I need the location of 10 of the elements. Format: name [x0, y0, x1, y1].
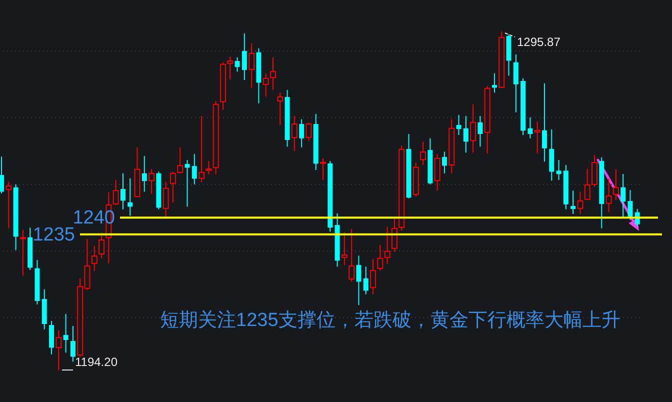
candlestick — [198, 116, 205, 182]
annotation: 1295.87 — [517, 35, 560, 49]
annotation: 1194.20 — [75, 355, 118, 369]
ref-line-label: 1235 — [32, 224, 75, 246]
candlestick — [320, 158, 326, 180]
annotation: 短期关注1235支撑位，若跌破，黄金下行概率大幅上升 — [160, 309, 620, 333]
candlestick — [20, 230, 26, 276]
candlestick — [534, 122, 540, 154]
candlestick — [6, 182, 12, 228]
candlestick — [184, 160, 190, 207]
